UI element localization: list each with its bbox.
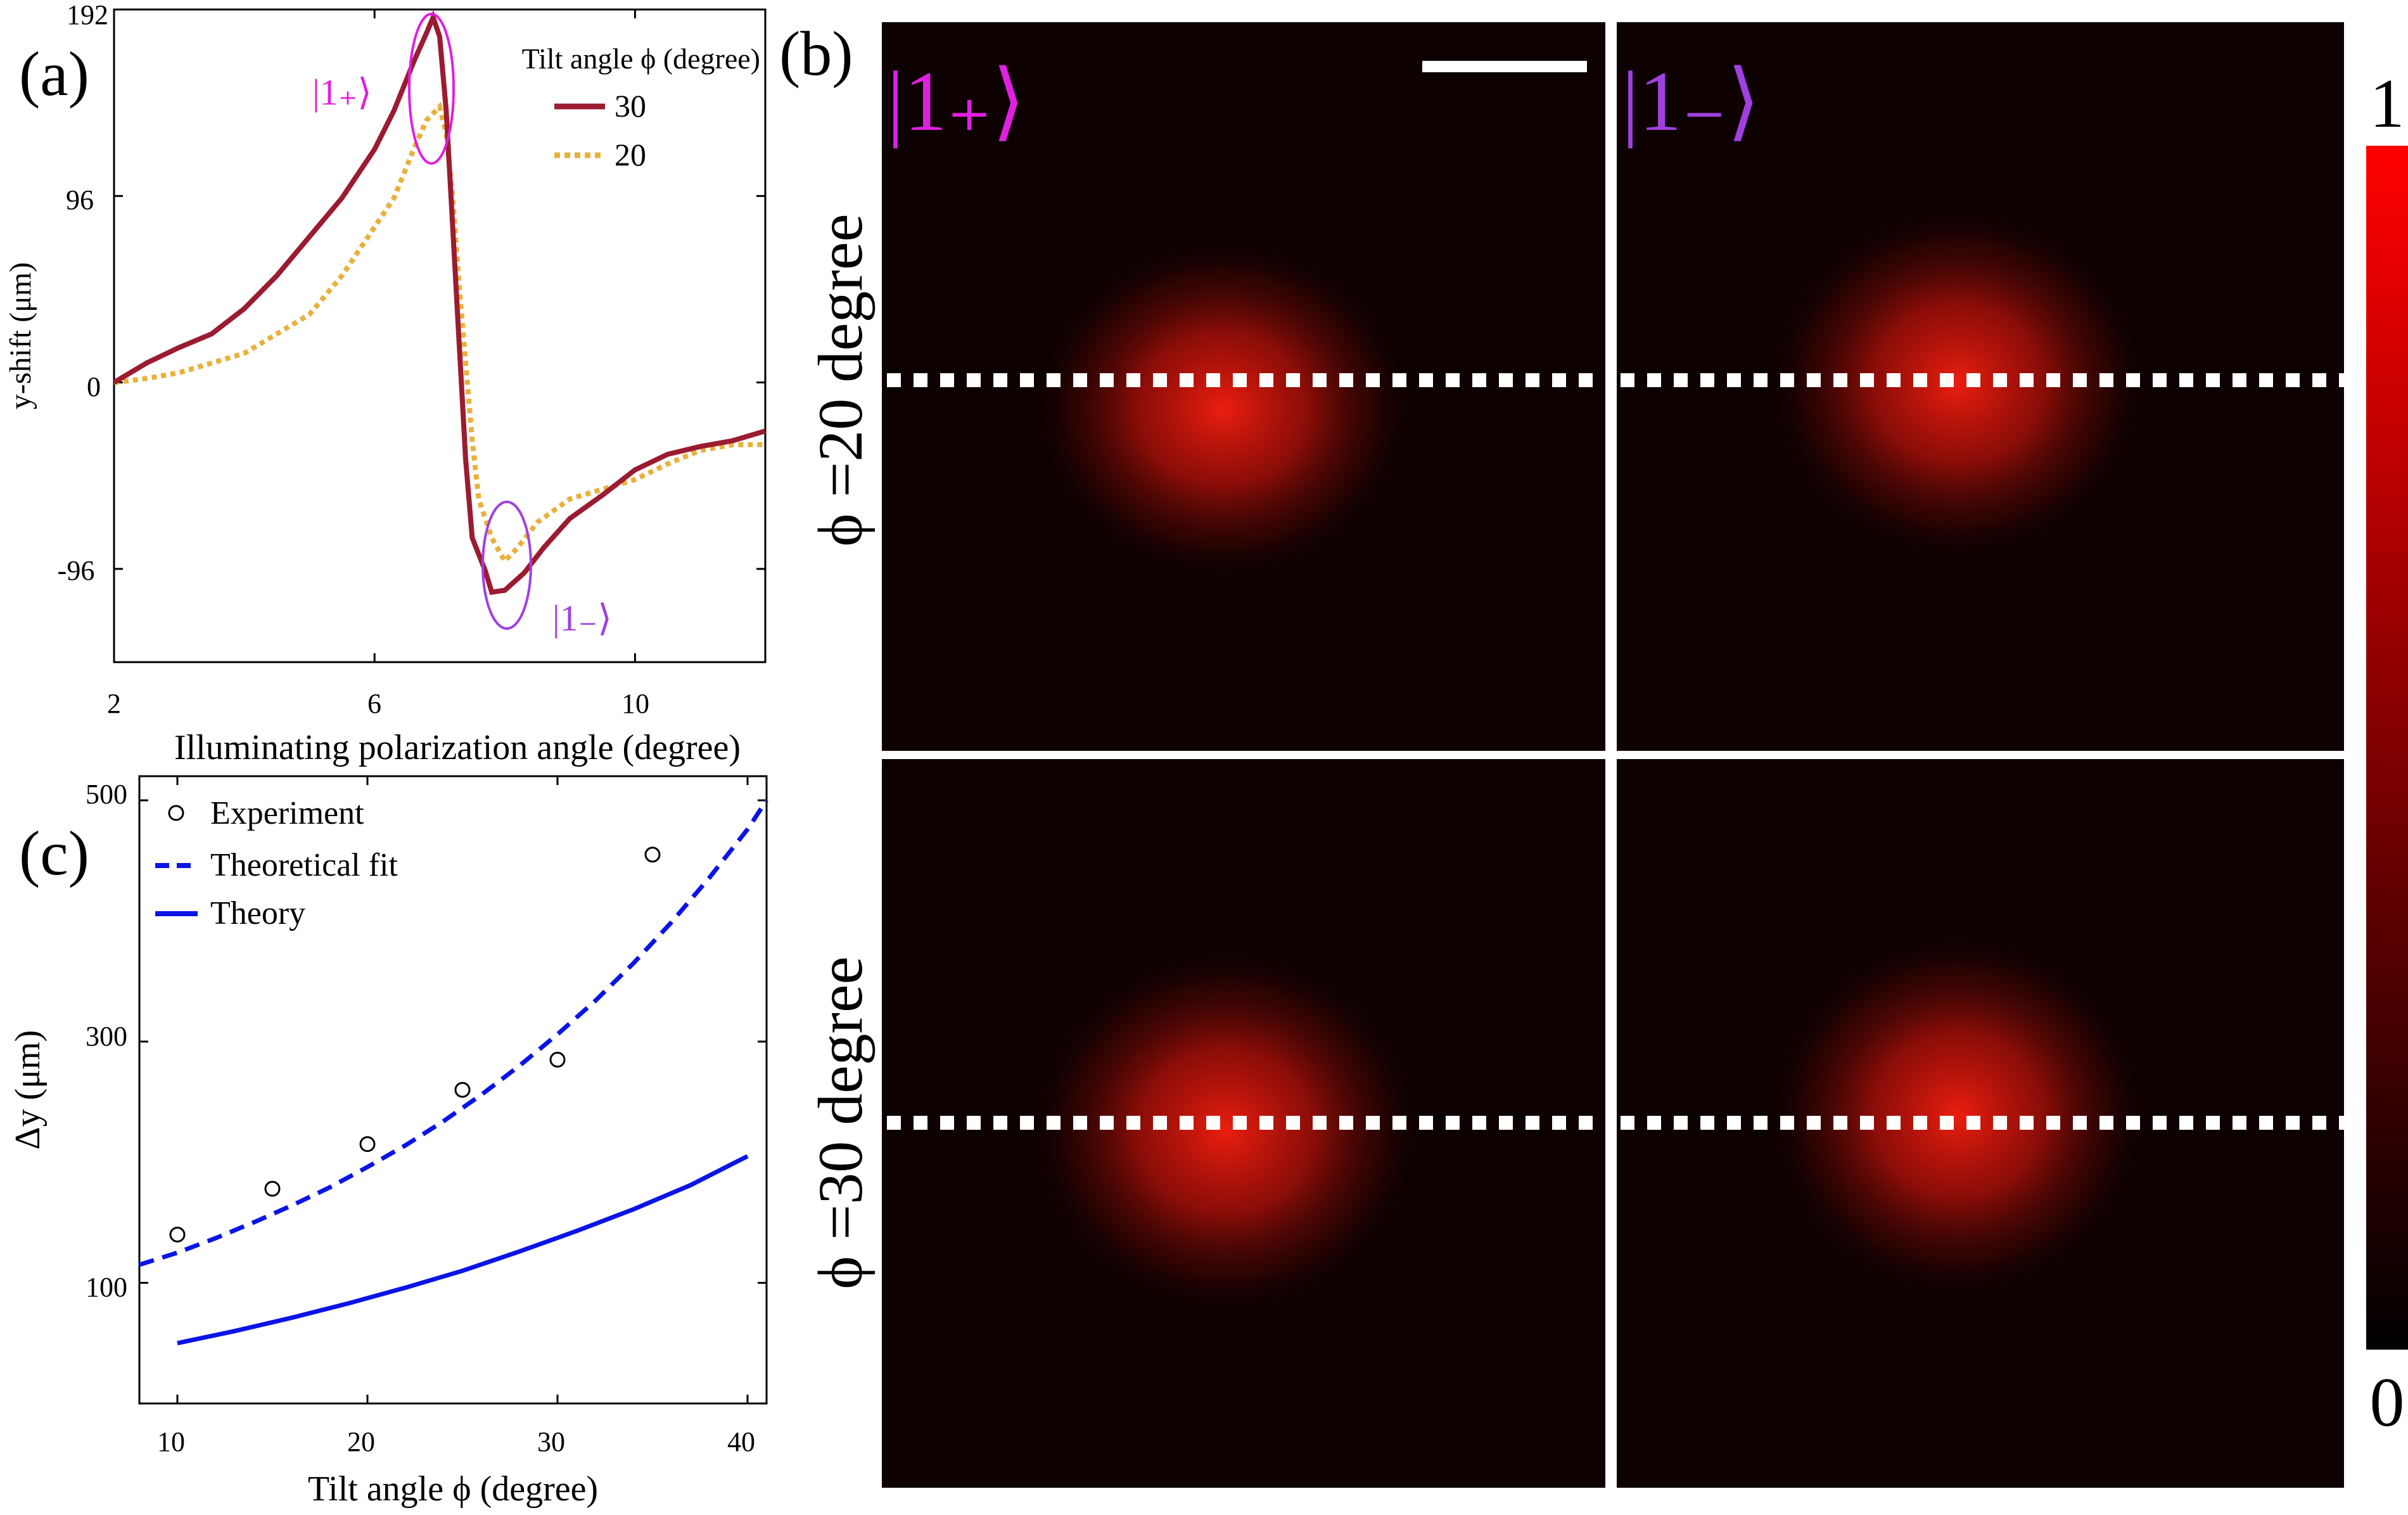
annotation-plus: |1₊⟩ bbox=[312, 72, 372, 113]
series-lines-a bbox=[112, 10, 767, 596]
marker-ellipse-plus bbox=[408, 13, 455, 165]
state-label-minus: |1₋⟩ bbox=[1622, 54, 1760, 149]
experiment-point bbox=[549, 1051, 566, 1068]
state-label-plus: |1₊⟩ bbox=[887, 54, 1025, 149]
intensity-spot bbox=[1033, 238, 1413, 580]
xtick-label: 40 bbox=[727, 1426, 755, 1457]
xtick-label: 20 bbox=[347, 1426, 375, 1457]
colorbar bbox=[2366, 146, 2408, 1350]
panel-c: (c) 500 300 100 10 20 30 40 Tilt angle ϕ… bbox=[8, 775, 768, 1509]
y-axis-label: y-shift (μm) bbox=[4, 262, 37, 409]
ytick-label: 0 bbox=[87, 371, 101, 402]
legend-entry-theory: Theory bbox=[210, 895, 305, 931]
legend-title: Tilt angle ϕ (degree) bbox=[522, 42, 760, 75]
ytick-label: 96 bbox=[66, 184, 94, 215]
legend-entry-experiment: Experiment bbox=[210, 795, 364, 831]
experiment-point bbox=[169, 1226, 186, 1243]
series-lines-c bbox=[138, 799, 768, 1346]
series-line-30 bbox=[112, 10, 767, 596]
series-line-theory bbox=[177, 1154, 749, 1346]
marker-ellipse-minus bbox=[481, 501, 532, 630]
legend-entry-fit: Theoretical fit bbox=[210, 847, 398, 883]
xtick-label: 30 bbox=[537, 1426, 565, 1457]
experiment-point bbox=[359, 1136, 376, 1153]
x-axis-label: Tilt angle ϕ (degree) bbox=[308, 1469, 598, 1509]
legend-swatch-experiment bbox=[168, 805, 184, 821]
series-line-theoretical-fit bbox=[138, 799, 768, 1267]
ytick-label: 192 bbox=[67, 0, 108, 30]
intensity-spot bbox=[1768, 931, 2148, 1299]
image-tile-bottom-left bbox=[882, 759, 1605, 1488]
axis-ticks-a bbox=[113, 8, 765, 662]
ytick-label: 300 bbox=[86, 1021, 127, 1052]
xtick-label: 2 bbox=[107, 688, 121, 719]
image-tile-top-right: |1₋⟩ bbox=[1617, 22, 2344, 751]
y-axis-label: Δy (μm) bbox=[8, 1030, 48, 1150]
panel-label-b: (b) bbox=[779, 18, 853, 89]
experiment-point bbox=[644, 847, 661, 863]
annotation-minus: |1₋⟩ bbox=[552, 598, 612, 639]
legend-entry-30: 30 bbox=[615, 88, 646, 124]
plot-frame-c bbox=[138, 775, 768, 1405]
row-label-20: ϕ =20 degree bbox=[805, 214, 876, 547]
experiment-point bbox=[454, 1082, 471, 1098]
panel-label-a: (a) bbox=[19, 39, 89, 109]
panel-b: (b) |1₊⟩ |1₋⟩ ϕ =20 degree ϕ =30 degree bbox=[779, 18, 2408, 1488]
image-tile-top-left: |1₊⟩ bbox=[882, 22, 1605, 751]
intensity-spot bbox=[1768, 206, 2148, 561]
ytick-label: -96 bbox=[58, 555, 95, 586]
xtick-label: 10 bbox=[621, 688, 649, 719]
x-axis-label: Illuminating polarization angle (degree) bbox=[174, 728, 741, 767]
experiment-point bbox=[264, 1180, 281, 1197]
intensity-spot bbox=[1029, 947, 1422, 1315]
image-tile-bottom-right bbox=[1617, 759, 2344, 1488]
panel-a: (a) 192 96 0 -96 2 6 10 Illuminating pol… bbox=[4, 0, 767, 767]
colorbar-min-label: 0 bbox=[2370, 1364, 2405, 1441]
legend-entry-20: 20 bbox=[615, 137, 646, 172]
ytick-label: 500 bbox=[86, 779, 127, 810]
xtick-label: 10 bbox=[157, 1426, 185, 1457]
ytick-label: 100 bbox=[86, 1272, 127, 1303]
row-label-30: ϕ =30 degree bbox=[805, 956, 876, 1289]
xtick-label: 6 bbox=[367, 688, 381, 719]
panel-label-c: (c) bbox=[19, 818, 89, 888]
plot-frame-a bbox=[113, 8, 767, 663]
colorbar-max-label: 1 bbox=[2370, 65, 2405, 142]
